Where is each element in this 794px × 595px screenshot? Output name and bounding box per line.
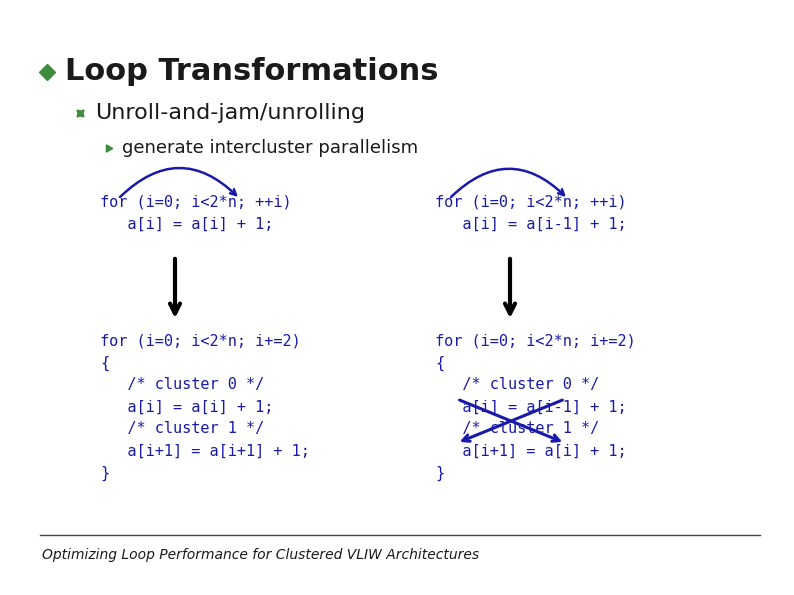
- Text: a[i+1] = a[i] + 1;: a[i+1] = a[i] + 1;: [435, 443, 626, 459]
- Text: a[i] = a[i-1] + 1;: a[i] = a[i-1] + 1;: [435, 399, 626, 415]
- Text: /* cluster 1 */: /* cluster 1 */: [100, 421, 264, 437]
- Text: Optimizing Loop Performance for Clustered VLIW Architectures: Optimizing Loop Performance for Clustere…: [42, 548, 479, 562]
- Text: a[i] = a[i] + 1;: a[i] = a[i] + 1;: [100, 217, 273, 231]
- Text: {: {: [435, 355, 444, 371]
- Text: }: }: [100, 465, 109, 481]
- Text: a[i] = a[i-1] + 1;: a[i] = a[i-1] + 1;: [435, 217, 626, 231]
- Text: /* cluster 0 */: /* cluster 0 */: [100, 377, 264, 393]
- Text: }: }: [435, 465, 444, 481]
- Text: {: {: [100, 355, 109, 371]
- Text: for (i=0; i<2*n; ++i): for (i=0; i<2*n; ++i): [435, 195, 626, 209]
- Text: for (i=0; i<2*n; i+=2): for (i=0; i<2*n; i+=2): [100, 334, 301, 349]
- Text: /* cluster 1 */: /* cluster 1 */: [435, 421, 599, 437]
- Text: for (i=0; i<2*n; ++i): for (i=0; i<2*n; ++i): [100, 195, 291, 209]
- Text: Unroll-and-jam/unrolling: Unroll-and-jam/unrolling: [95, 103, 365, 123]
- Text: for (i=0; i<2*n; i+=2): for (i=0; i<2*n; i+=2): [435, 334, 636, 349]
- Text: generate intercluster parallelism: generate intercluster parallelism: [122, 139, 418, 157]
- Text: Loop Transformations: Loop Transformations: [65, 58, 438, 86]
- Text: /* cluster 0 */: /* cluster 0 */: [435, 377, 599, 393]
- Text: a[i+1] = a[i+1] + 1;: a[i+1] = a[i+1] + 1;: [100, 443, 310, 459]
- Text: a[i] = a[i] + 1;: a[i] = a[i] + 1;: [100, 399, 273, 415]
